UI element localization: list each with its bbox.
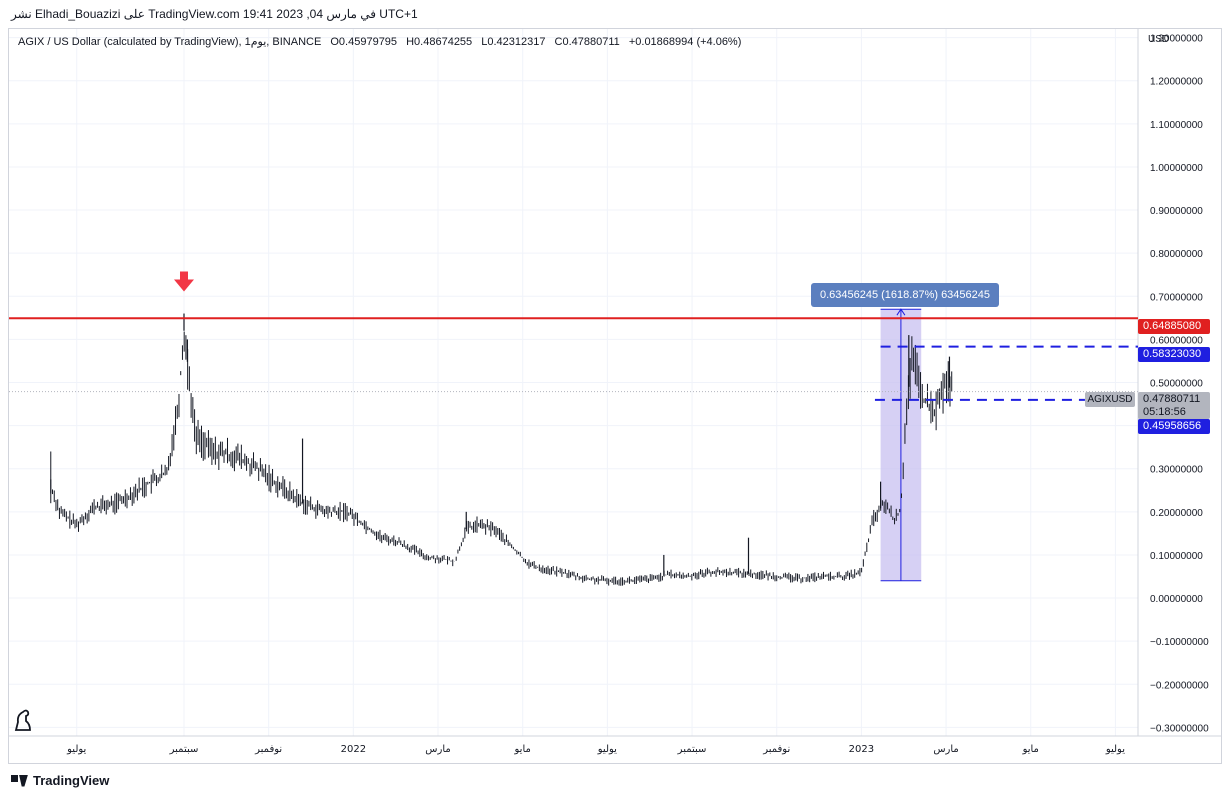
time-tick-label: مايو	[514, 744, 531, 755]
legend-open: O0.45979795	[330, 36, 398, 48]
price-tick-label: 0.60000000	[1150, 335, 1203, 346]
price-tick-label: 0.30000000	[1150, 465, 1203, 476]
price-tick-label: 0.20000000	[1150, 508, 1203, 519]
tradingview-watermark: TradingView	[11, 773, 109, 788]
price-tick-label: 0.10000000	[1150, 551, 1203, 562]
price-tick-label: 1.10000000	[1150, 120, 1203, 131]
time-tick-label: يوليو	[597, 744, 617, 755]
legend-close: C0.47880711	[554, 36, 620, 48]
candles-group	[50, 313, 953, 586]
watermark-text: TradingView	[33, 773, 110, 788]
time-tick-label: نوفمبر	[254, 744, 282, 755]
time-tick-label: مارس	[933, 744, 958, 755]
price-tick-label: −0.30000000	[1150, 723, 1209, 734]
publish-credit: نشر Elhadi_Bouazizi على TradingView.com …	[11, 7, 418, 21]
lower-level-price-tag: 0.45958656	[1138, 419, 1210, 434]
legend-change: +0.01868994 (+4.06%)	[628, 36, 742, 48]
price-tick-label: 0.50000000	[1150, 379, 1203, 390]
price-tick-label: 1.00000000	[1150, 163, 1203, 174]
time-tick-label: يوليو	[1105, 744, 1125, 755]
dino-icon[interactable]	[12, 706, 34, 732]
last-price-value: 0.47880711	[1143, 393, 1201, 405]
price-tick-label: 0.80000000	[1150, 249, 1203, 260]
symbol-legend: AGIX / US Dollar (calculated by TradingV…	[18, 35, 747, 48]
time-tick-label: 2023	[849, 744, 874, 755]
measure-label[interactable]: 0.63456245 (1618.87%) 63456245	[811, 283, 999, 307]
resistance-price-tag: 0.64885080	[1138, 319, 1210, 334]
chart-frame	[8, 28, 1222, 764]
time-tick-label: مارس	[425, 744, 450, 755]
legend-high: H0.48674255	[406, 36, 473, 48]
time-tick-label: سبتمبر	[677, 744, 707, 755]
price-scale-unit: USD	[1148, 34, 1170, 45]
price-tick-label: −0.10000000	[1150, 637, 1209, 648]
upper-level-price-tag: 0.58323030	[1138, 347, 1210, 362]
price-tick-label: 1.30000000	[1150, 34, 1203, 45]
price-tick-label: 1.20000000	[1150, 77, 1203, 88]
legend-symbol: AGIX / US Dollar (calculated by TradingV…	[18, 36, 322, 48]
time-tick-label: سبتمبر	[169, 744, 199, 755]
price-tick-label: −0.20000000	[1150, 680, 1209, 691]
time-tick-label: يوليو	[66, 744, 86, 755]
price-tick-label: 0.70000000	[1150, 292, 1203, 303]
legend-low: L0.42312317	[481, 36, 546, 48]
down-arrow-marker-icon	[173, 271, 194, 292]
time-tick-label: مايو	[1022, 744, 1039, 755]
time-tick-label: 2022	[341, 744, 366, 755]
time-tick-label: نوفمبر	[762, 744, 790, 755]
bar-countdown: 05:18:56	[1143, 406, 1186, 418]
measure-arrowhead	[896, 308, 906, 316]
last-price-tag: 0.47880711 05:18:56	[1138, 392, 1210, 419]
price-tick-label: 0.90000000	[1150, 206, 1203, 217]
price-tick-label: 0.00000000	[1150, 594, 1203, 605]
tradingview-logo-icon	[11, 774, 29, 787]
symbol-tag: AGIXUSD	[1085, 392, 1135, 407]
